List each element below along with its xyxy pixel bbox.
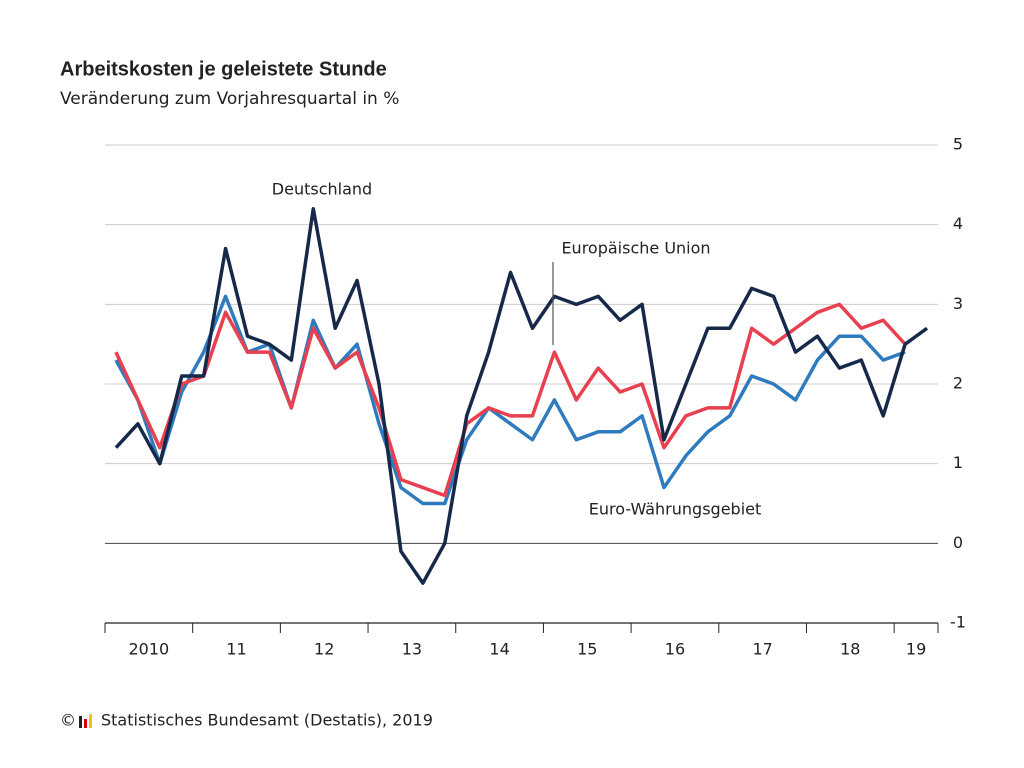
y-tick-label: 4 <box>953 214 963 233</box>
copyright: © <box>60 711 76 730</box>
x-tick-label: 16 <box>665 640 685 659</box>
series-label: Europäische Union <box>561 239 710 258</box>
series-label: Euro-Währungsgebiet <box>589 500 762 519</box>
x-tick-label: 2010 <box>128 640 169 659</box>
x-tick-label: 12 <box>314 640 334 659</box>
series-line <box>114 206 929 585</box>
x-tick-label: 19 <box>906 640 926 659</box>
x-tick-label: 13 <box>402 640 422 659</box>
y-tick-label: 5 <box>953 135 963 154</box>
y-tick-label: 3 <box>953 294 963 313</box>
series-line <box>114 302 907 498</box>
logo <box>79 714 92 728</box>
x-tick-label: 15 <box>577 640 597 659</box>
y-tick-label: -1 <box>950 613 966 632</box>
x-tick-label: 11 <box>226 640 246 659</box>
x-tick-label: 18 <box>840 640 860 659</box>
chart-title: Arbeitskosten je geleistete Stunde <box>60 58 387 80</box>
source: Statistisches Bundesamt (Destatis), 2019 <box>101 711 433 730</box>
y-tick-label: 1 <box>953 453 963 472</box>
x-tick-label: 17 <box>752 640 772 659</box>
x-tick-label: 14 <box>489 640 509 659</box>
y-tick-label: 2 <box>953 374 963 393</box>
chart-subtitle: Veränderung zum Vorjahresquartal in % <box>60 89 399 109</box>
y-tick-label: 0 <box>953 533 963 552</box>
series-label: Deutschland <box>272 180 372 199</box>
